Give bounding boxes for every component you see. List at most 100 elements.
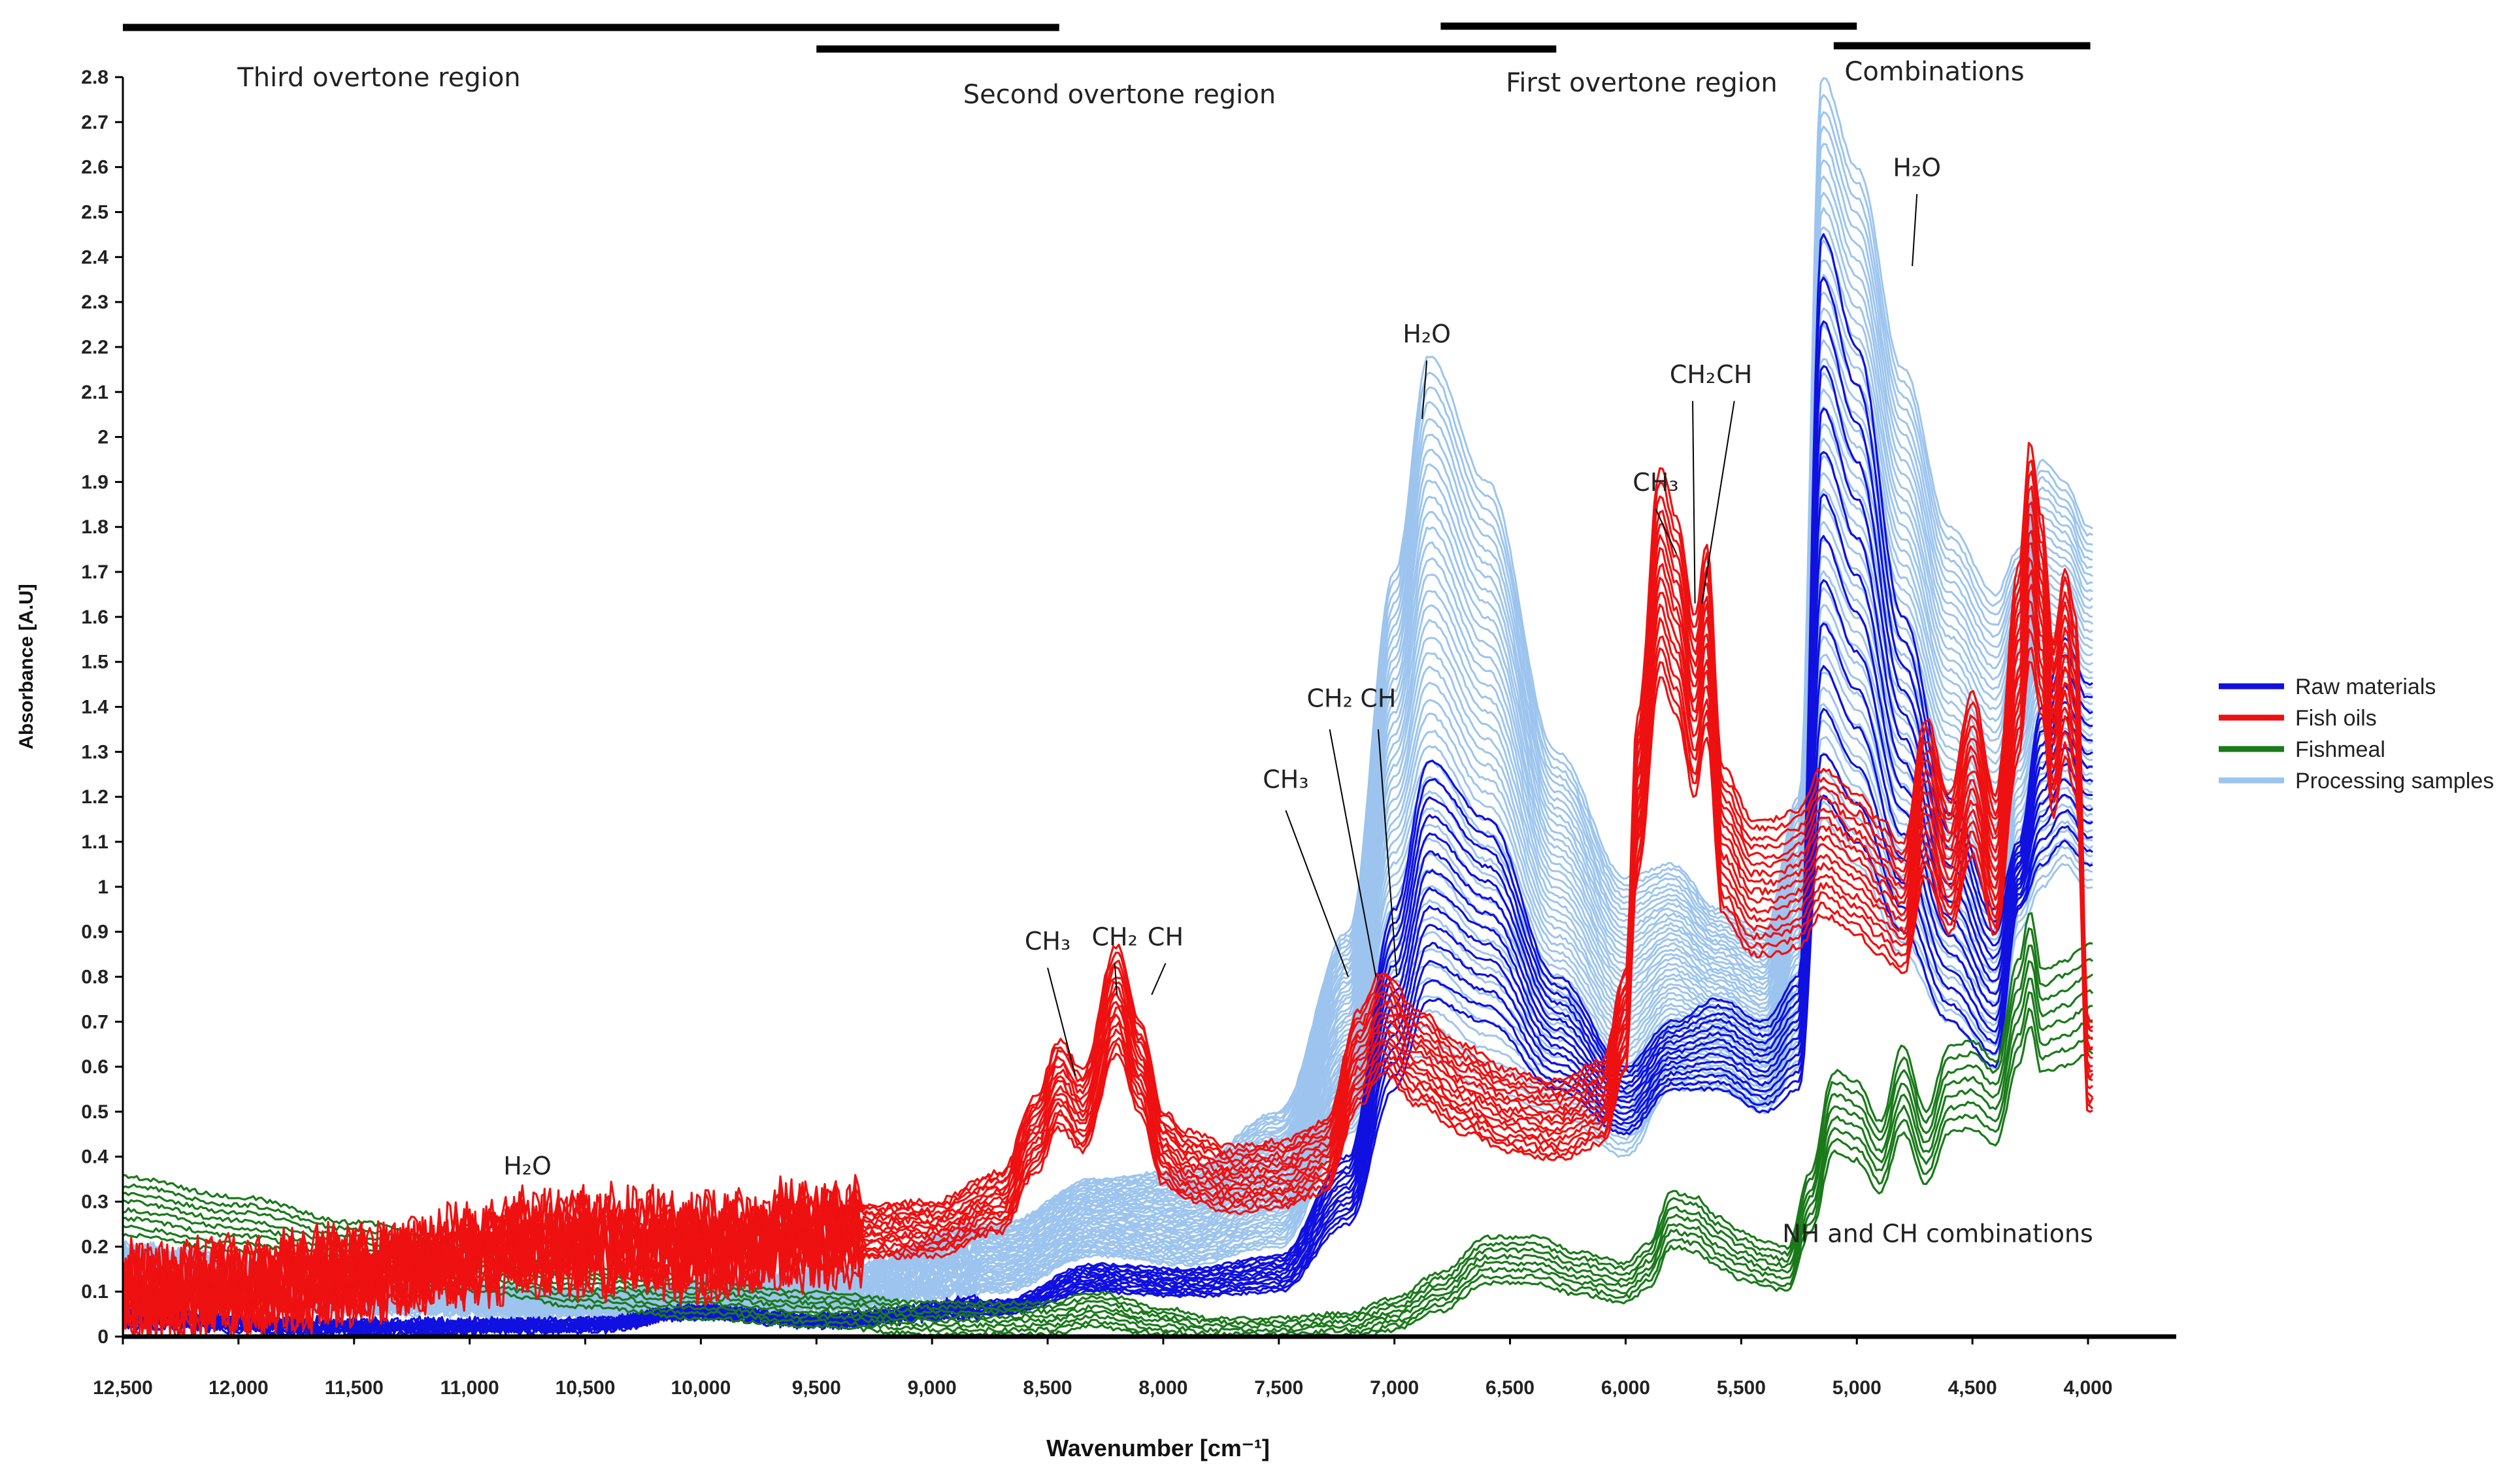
x-tick-label: 9,000 [908, 1377, 957, 1399]
legend-label: Raw materials [2295, 675, 2436, 699]
processing-samples-line-27 [122, 388, 2093, 1308]
x-tick-label: 8,500 [1023, 1377, 1072, 1399]
annotation-label: CH₃ [1263, 765, 1308, 793]
processing-samples-line-14 [122, 604, 2094, 1314]
raw-materials-line-12 [122, 320, 2093, 1333]
annotation-label: CH₂ [1670, 360, 1716, 389]
y-tick-label: 0.3 [81, 1191, 108, 1213]
y-tick-label: 2.8 [81, 67, 108, 88]
region-label: Second overtone region [963, 80, 1276, 110]
annotation-leader [1692, 401, 1696, 604]
processing-samples-line-46 [122, 77, 2093, 1299]
annotation-leader [1329, 729, 1377, 977]
y-tick-label: 2.7 [81, 112, 108, 133]
y-tick-label: 2 [97, 427, 108, 448]
annotation-label: CH [1148, 922, 1184, 951]
series-processing-samples [122, 77, 2094, 1322]
y-tick-label: 2.1 [81, 382, 108, 403]
fish-oils-line-16 [122, 442, 2093, 1309]
x-tick-label: 6,000 [1601, 1377, 1650, 1399]
y-tick-label: 0.9 [81, 922, 108, 943]
annotation-leader [1655, 508, 1678, 554]
y-tick-label: 2.6 [81, 157, 108, 178]
annotation-label: H₂O [1402, 320, 1451, 348]
y-tick-label: 1.5 [81, 652, 108, 673]
x-tick-label: 9,500 [792, 1377, 841, 1399]
annotation-label: CH [1360, 684, 1396, 713]
x-tick-label: 5,500 [1717, 1377, 1766, 1399]
processing-samples-line-39 [122, 192, 2093, 1303]
processing-samples-line-19 [122, 521, 2093, 1312]
annotation-leader [1285, 810, 1349, 977]
series-fish-oils [122, 442, 2094, 1338]
x-tick-label: 7,000 [1370, 1377, 1419, 1399]
annotation-label: H₂O [1893, 153, 1941, 182]
processing-samples-line-29 [122, 358, 2093, 1308]
y-tick-label: 0 [97, 1326, 108, 1348]
processing-samples-line-35 [122, 259, 2093, 1304]
region-label: Combinations [1844, 57, 2024, 87]
y-tick-label: 0.2 [81, 1236, 108, 1258]
annotation-label: CH [1716, 360, 1752, 389]
x-tick-label: 7,500 [1254, 1377, 1303, 1399]
y-tick-label: 0.8 [81, 966, 108, 988]
raw-materials-line-7 [122, 535, 2093, 1336]
region-label: First overtone region [1506, 68, 1777, 98]
y-tick-label: 0.1 [81, 1281, 108, 1303]
processing-samples-line-41 [122, 159, 2093, 1302]
raw-materials-line-14 [122, 233, 2093, 1331]
y-tick-label: 1.1 [81, 831, 108, 853]
processing-samples-line-42 [122, 142, 2093, 1301]
annotation-label: CH₃ [1633, 468, 1678, 497]
x-tick-label: 4,500 [1948, 1377, 1997, 1399]
y-tick-label: 1 [97, 876, 108, 898]
processing-samples-line-45 [122, 93, 2093, 1299]
legend-label: Fish oils [2295, 706, 2377, 731]
axes: 0 0.1 0.2 0.3 0.4 0.5 0.6 0.7 0.8 0.9 1 1.1 1.2 1.3 1.… [81, 67, 2176, 1399]
y-axis-title: Absorbance [A.U] [16, 584, 37, 749]
processing-samples-line-44 [122, 111, 2093, 1300]
raw-materials-line-2 [122, 753, 2093, 1338]
x-tick-label: 10,000 [671, 1377, 731, 1399]
y-tick-label: 1.3 [81, 741, 108, 763]
y-tick-label: 0.6 [81, 1056, 108, 1078]
y-tick-label: 0.5 [81, 1101, 108, 1123]
processing-samples-line-1 [122, 817, 2093, 1321]
y-tick-label: 2.4 [81, 246, 108, 268]
annotation-leader [1912, 193, 1918, 267]
region-label: Third overtone region [237, 63, 520, 93]
processing-samples-line-38 [122, 207, 2093, 1303]
fish-oils-line-4 [122, 614, 2094, 1338]
legend: Raw materials Fish oils Fishmeal Processing… [2219, 675, 2494, 793]
annotation-leader [1047, 967, 1076, 1076]
y-tick-label: 2.3 [81, 292, 108, 313]
legend-label: Processing samples [2295, 769, 2494, 793]
x-axis-title: Wavenumber [cm⁻¹] [1046, 1435, 1270, 1461]
y-tick-label: 1.6 [81, 607, 108, 628]
annotation-leader [1114, 963, 1118, 995]
annotation-label: NH and CH combinations [1782, 1219, 2093, 1248]
x-tick-label: 11,000 [440, 1377, 499, 1399]
x-tick-label: 11,500 [325, 1377, 384, 1399]
legend-label: Fishmeal [2295, 737, 2385, 762]
processing-samples-line-36 [122, 239, 2093, 1304]
plot-area [122, 77, 2094, 1338]
y-tick-label: 0.7 [81, 1011, 108, 1033]
x-tick-label: 12,500 [93, 1377, 153, 1399]
x-tick-label: 12,000 [208, 1377, 269, 1399]
x-tick-label: 5,000 [1832, 1377, 1882, 1399]
raw-materials-line-8 [122, 493, 2093, 1335]
processing-samples-line-32 [122, 307, 2093, 1306]
y-tick-label: 2.5 [81, 201, 108, 223]
x-tick-label: 10,500 [555, 1377, 616, 1399]
y-tick-label: 1.8 [81, 516, 108, 538]
y-tick-label: 1.2 [81, 786, 108, 808]
x-tick-label: 4,000 [2063, 1377, 2112, 1399]
processing-samples-line-40 [122, 175, 2093, 1303]
series-raw-materials [122, 233, 2093, 1338]
x-tick-label: 6,500 [1485, 1377, 1534, 1399]
region-bars: Third overtone region Second overtone reg… [123, 22, 2091, 110]
y-tick-label: 2.2 [81, 337, 108, 358]
